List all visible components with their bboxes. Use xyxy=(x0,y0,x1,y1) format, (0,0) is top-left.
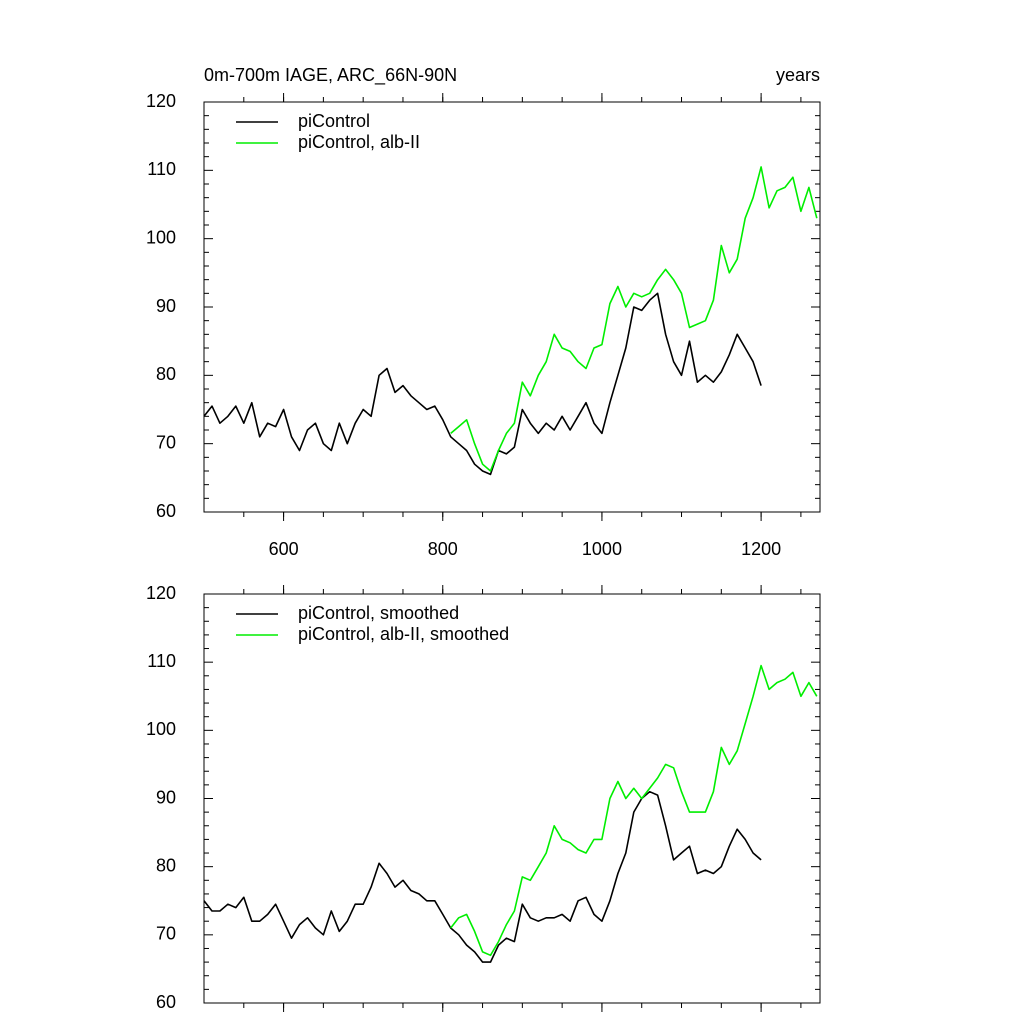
y-tick-label: 120 xyxy=(146,91,176,111)
y-tick-label: 120 xyxy=(146,583,176,603)
y-tick-label: 70 xyxy=(156,432,176,452)
legend-label: piControl, alb-II, smoothed xyxy=(298,624,509,644)
legend-label: piControl, smoothed xyxy=(298,603,459,623)
y-tick-label: 60 xyxy=(156,501,176,521)
y-tick-label: 90 xyxy=(156,296,176,316)
y-tick-label: 110 xyxy=(147,159,176,179)
data-line xyxy=(450,166,818,472)
plot-frame xyxy=(203,101,821,513)
chart-subtitle: years xyxy=(776,65,820,85)
data-line xyxy=(203,292,762,476)
y-tick-label: 100 xyxy=(146,719,176,739)
x-tick-label: 600 xyxy=(269,539,299,559)
y-tick-label: 80 xyxy=(156,855,176,875)
y-tick-label: 90 xyxy=(156,787,176,807)
data-line xyxy=(450,664,818,957)
y-tick-label: 60 xyxy=(156,992,176,1012)
x-tick-label: 1200 xyxy=(741,539,781,559)
y-tick-label: 100 xyxy=(146,227,176,247)
y-tick-label: 110 xyxy=(147,651,176,671)
x-tick-label: 800 xyxy=(428,539,458,559)
chart-title: 0m-700m IAGE, ARC_66N-90N xyxy=(204,65,457,86)
legend-label: piControl, alb-II xyxy=(298,132,420,152)
plot-frame xyxy=(203,593,821,1004)
x-tick-label: 1000 xyxy=(582,539,622,559)
data-line xyxy=(203,790,762,963)
y-tick-label: 80 xyxy=(156,364,176,384)
y-tick-label: 70 xyxy=(156,924,176,944)
legend-label: piControl xyxy=(298,111,370,131)
